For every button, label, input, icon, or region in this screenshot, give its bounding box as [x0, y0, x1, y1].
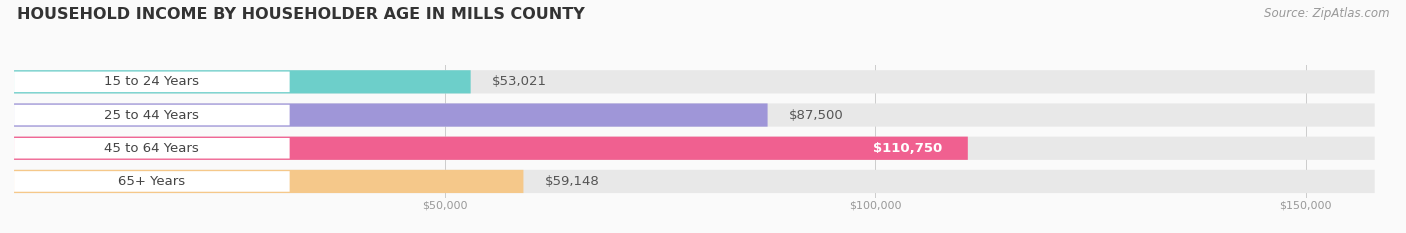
FancyBboxPatch shape: [14, 137, 1375, 160]
Text: $110,750: $110,750: [873, 142, 942, 155]
Text: $53,021: $53,021: [492, 75, 547, 88]
FancyBboxPatch shape: [14, 137, 967, 160]
Text: 65+ Years: 65+ Years: [118, 175, 186, 188]
FancyBboxPatch shape: [14, 70, 471, 93]
Text: 15 to 24 Years: 15 to 24 Years: [104, 75, 200, 88]
FancyBboxPatch shape: [14, 72, 290, 92]
Text: 25 to 44 Years: 25 to 44 Years: [104, 109, 200, 122]
FancyBboxPatch shape: [14, 103, 1375, 127]
FancyBboxPatch shape: [14, 70, 1375, 93]
Text: Source: ZipAtlas.com: Source: ZipAtlas.com: [1264, 7, 1389, 20]
FancyBboxPatch shape: [14, 105, 290, 125]
FancyBboxPatch shape: [14, 103, 768, 127]
Text: HOUSEHOLD INCOME BY HOUSEHOLDER AGE IN MILLS COUNTY: HOUSEHOLD INCOME BY HOUSEHOLDER AGE IN M…: [17, 7, 585, 22]
Text: $59,148: $59,148: [546, 175, 600, 188]
FancyBboxPatch shape: [14, 171, 290, 192]
Text: $87,500: $87,500: [789, 109, 844, 122]
FancyBboxPatch shape: [14, 170, 523, 193]
FancyBboxPatch shape: [14, 138, 290, 158]
FancyBboxPatch shape: [14, 170, 1375, 193]
Text: 45 to 64 Years: 45 to 64 Years: [104, 142, 200, 155]
